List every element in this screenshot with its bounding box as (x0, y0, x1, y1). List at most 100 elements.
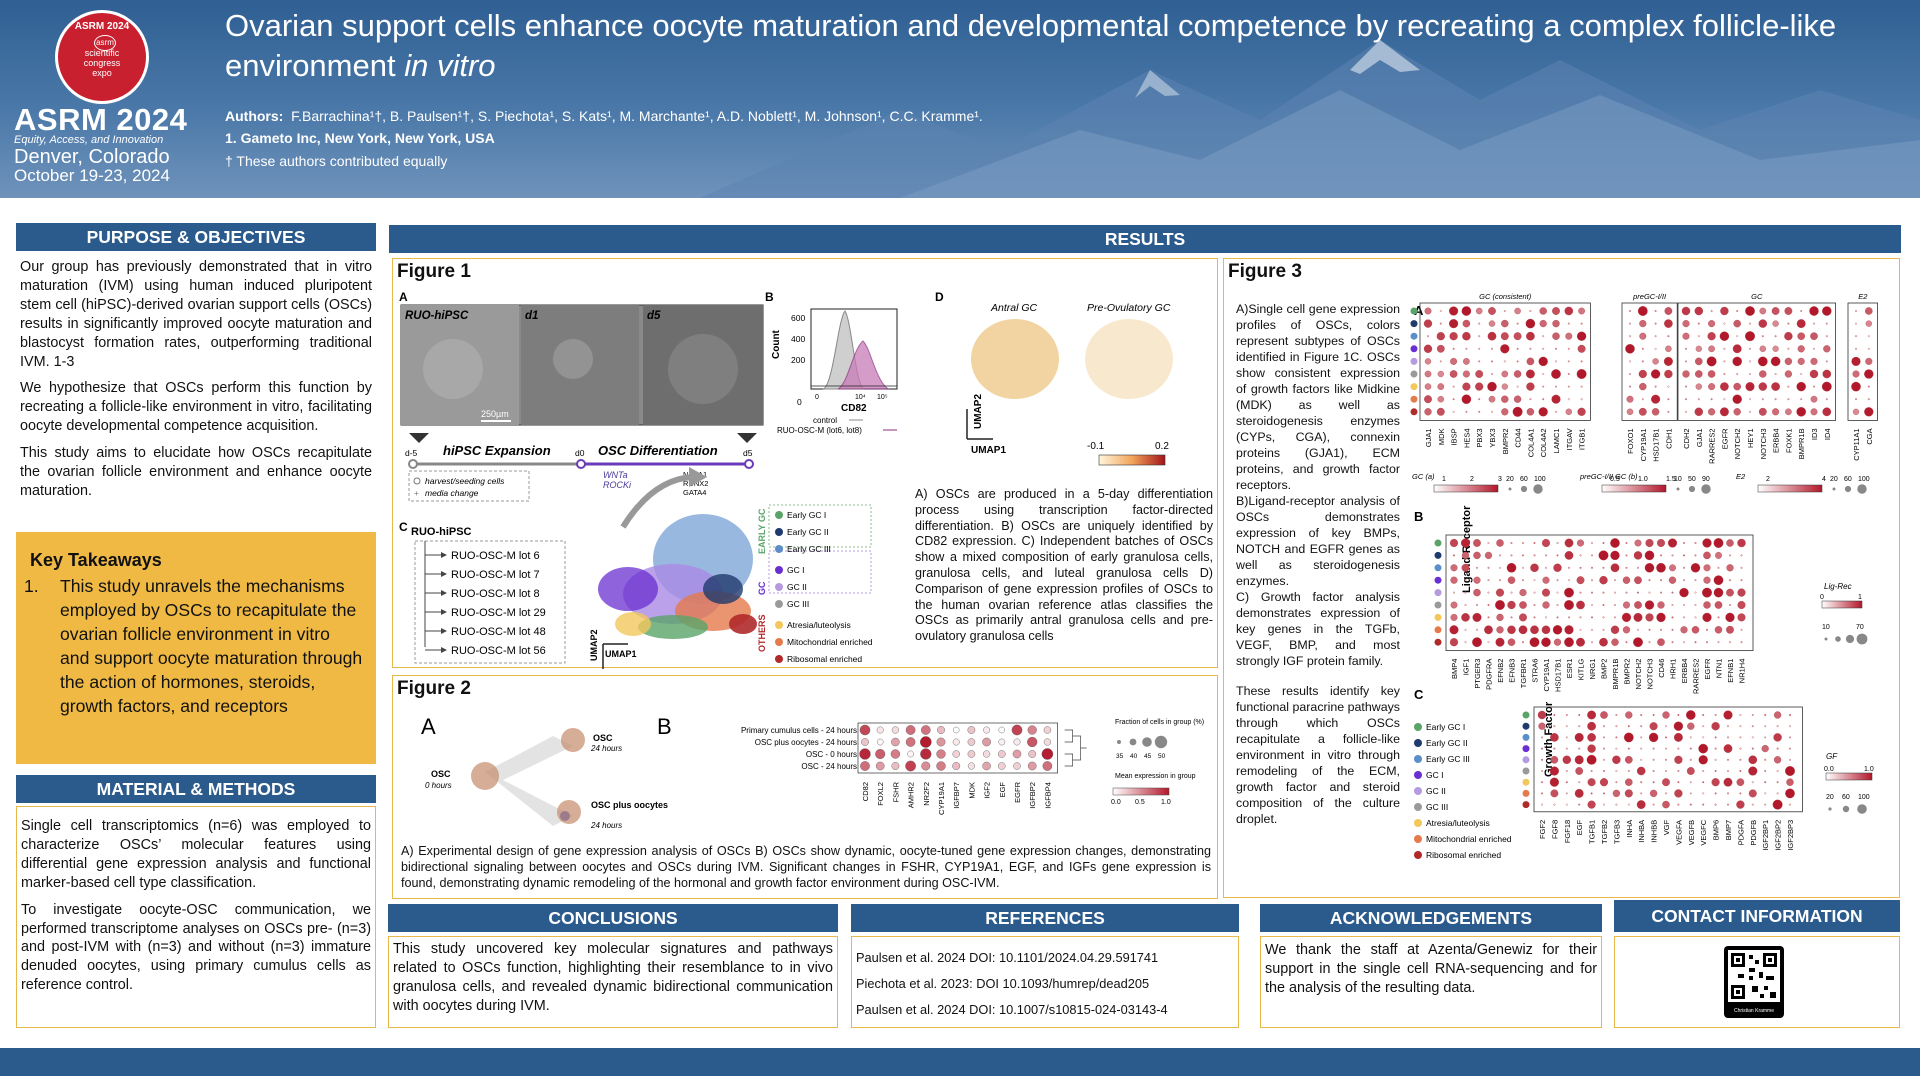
fig3-dot (1556, 604, 1559, 606)
fig3-dot (1541, 736, 1543, 739)
fig3-dot (1637, 628, 1639, 631)
fig3-dot (1568, 616, 1570, 619)
fig3-text3: C) Growth factor analysis demonstrates e… (1236, 590, 1400, 668)
fig3-dot (1615, 725, 1618, 728)
brand-dates: October 19-23, 2024 (14, 166, 170, 185)
fig3-dot (1478, 360, 1481, 363)
fig3-dot (1427, 335, 1429, 338)
fig2-panel-a: A (421, 714, 436, 739)
fig3-dot (1633, 612, 1643, 622)
fig3-dot (1449, 332, 1458, 341)
fig3-dot (1660, 554, 1662, 557)
fig3-dot (1591, 616, 1593, 619)
fig3a-legend-size: 20 (1830, 476, 1838, 483)
oscplus-time: 24 hours (590, 821, 622, 830)
fig3-dot (1702, 587, 1712, 598)
fig3-dot (1702, 714, 1705, 716)
fig2-dot (998, 726, 1006, 734)
fig3-dot (1487, 616, 1490, 619)
fig3-dot (1720, 382, 1729, 391)
fig3-dot (1749, 398, 1751, 401)
fig3-dot (1784, 332, 1793, 341)
fig3-dot (1640, 725, 1643, 728)
fig3-dot (1424, 395, 1432, 404)
b-ylabel: Count (771, 329, 782, 359)
fig3-dot (1671, 628, 1674, 631)
fig2-dot (1012, 749, 1022, 759)
fig3-gene-label: MDK (1437, 428, 1446, 445)
fig3-dot (1423, 319, 1433, 328)
fig3a-block-frame (1419, 302, 1591, 421)
fig3-dot (1529, 398, 1532, 401)
fig3-dot (1689, 781, 1692, 784)
stage-osc-differentiation: OSC Differentiation (598, 443, 718, 458)
fig3-dot (1449, 625, 1459, 635)
fig3-gene-label: CYP19A1 (1542, 659, 1551, 692)
fig3-dot (1796, 407, 1806, 417)
fig3-dot (1770, 356, 1781, 367)
fig3-dot (1664, 319, 1673, 328)
fig3-gene-label: BMPR2 (1501, 428, 1510, 454)
fig3-text4: These results identify key functional pa… (1236, 684, 1400, 826)
fig3-dot (1654, 335, 1657, 338)
fig3-dot (1865, 320, 1872, 327)
fig3-dot (1436, 332, 1445, 341)
fig3-dot (1484, 551, 1493, 560)
fig2-plot-frame (857, 722, 1058, 774)
d-title-preovulatory: Pre-Ovulatory GC (1087, 302, 1171, 314)
fig3c-legend-label: Early GC I (1426, 722, 1465, 732)
fig3-dot (1478, 398, 1481, 401)
fig3-dot (1541, 803, 1543, 806)
results-header: RESULTS (389, 225, 1901, 253)
fig3-gene-label: BMP4 (1450, 659, 1459, 679)
fig3-dot (1864, 369, 1874, 379)
fig3-dot (1439, 310, 1442, 312)
fig3-dot (1526, 357, 1535, 366)
fig3-dot (1673, 732, 1683, 742)
fig2-dot (1013, 762, 1021, 770)
fig3-gene-label: FOXK1 (1784, 428, 1793, 453)
fig3-dot (1565, 725, 1568, 728)
osc-cells-icon (471, 762, 499, 790)
fig2-gene-label: FSHR (891, 781, 900, 802)
fig3-dot (1739, 736, 1742, 739)
fig3-dot (1776, 770, 1779, 772)
fig3-dot (1720, 306, 1729, 316)
fig2-dotplot: Primary cumulus cells - 24 hours OSC plus… (741, 722, 1087, 815)
fig3c-legend-size-dot (1857, 804, 1867, 814)
fig3-dot (1737, 538, 1746, 548)
fig3-dot (1634, 539, 1642, 547)
purpose-p3: This study aims to elucidate how OSCs re… (20, 445, 372, 499)
fig3-dot (1551, 394, 1561, 404)
fig3-dot (1785, 788, 1795, 799)
fig3-dot (1501, 319, 1509, 328)
fig3-dot (1663, 356, 1673, 366)
fig3-gene-label: TGFB1 (1588, 820, 1597, 844)
fig3-gene-label: VEGFB (1687, 820, 1696, 845)
fig3-dot (1740, 554, 1743, 557)
fig3-dot (1640, 714, 1643, 716)
fig3-dot (1533, 554, 1536, 557)
fig3-dot (1772, 320, 1779, 327)
fig3-dot (1542, 373, 1545, 375)
fig3-dot (1736, 310, 1739, 312)
fig3-dot (1865, 307, 1873, 315)
fig3-dot (1599, 576, 1608, 585)
fig3-dot (1575, 767, 1584, 775)
fig3-dot (1733, 382, 1741, 391)
group-gc: GC (757, 581, 767, 595)
fig3-dot (1500, 344, 1510, 354)
qr-code-icon[interactable]: Christian Kramme (1724, 946, 1784, 1018)
fig3-gene-label: ID4 (1823, 428, 1832, 440)
fig3-dot (1518, 625, 1528, 635)
fig3-gene-label: PDGFB (1749, 820, 1758, 846)
fig2-dot (998, 738, 1006, 746)
fig3-dot (1512, 406, 1523, 417)
fig3-dot (1697, 335, 1700, 338)
fig3a-legend-tick: 4 (1822, 476, 1826, 483)
fig3-dot (1465, 410, 1468, 413)
fig3-gene-label: INHA (1625, 820, 1634, 838)
fig2-dot (921, 725, 931, 735)
fig3-dot (1580, 398, 1583, 401)
fig3-dot (1533, 579, 1536, 582)
